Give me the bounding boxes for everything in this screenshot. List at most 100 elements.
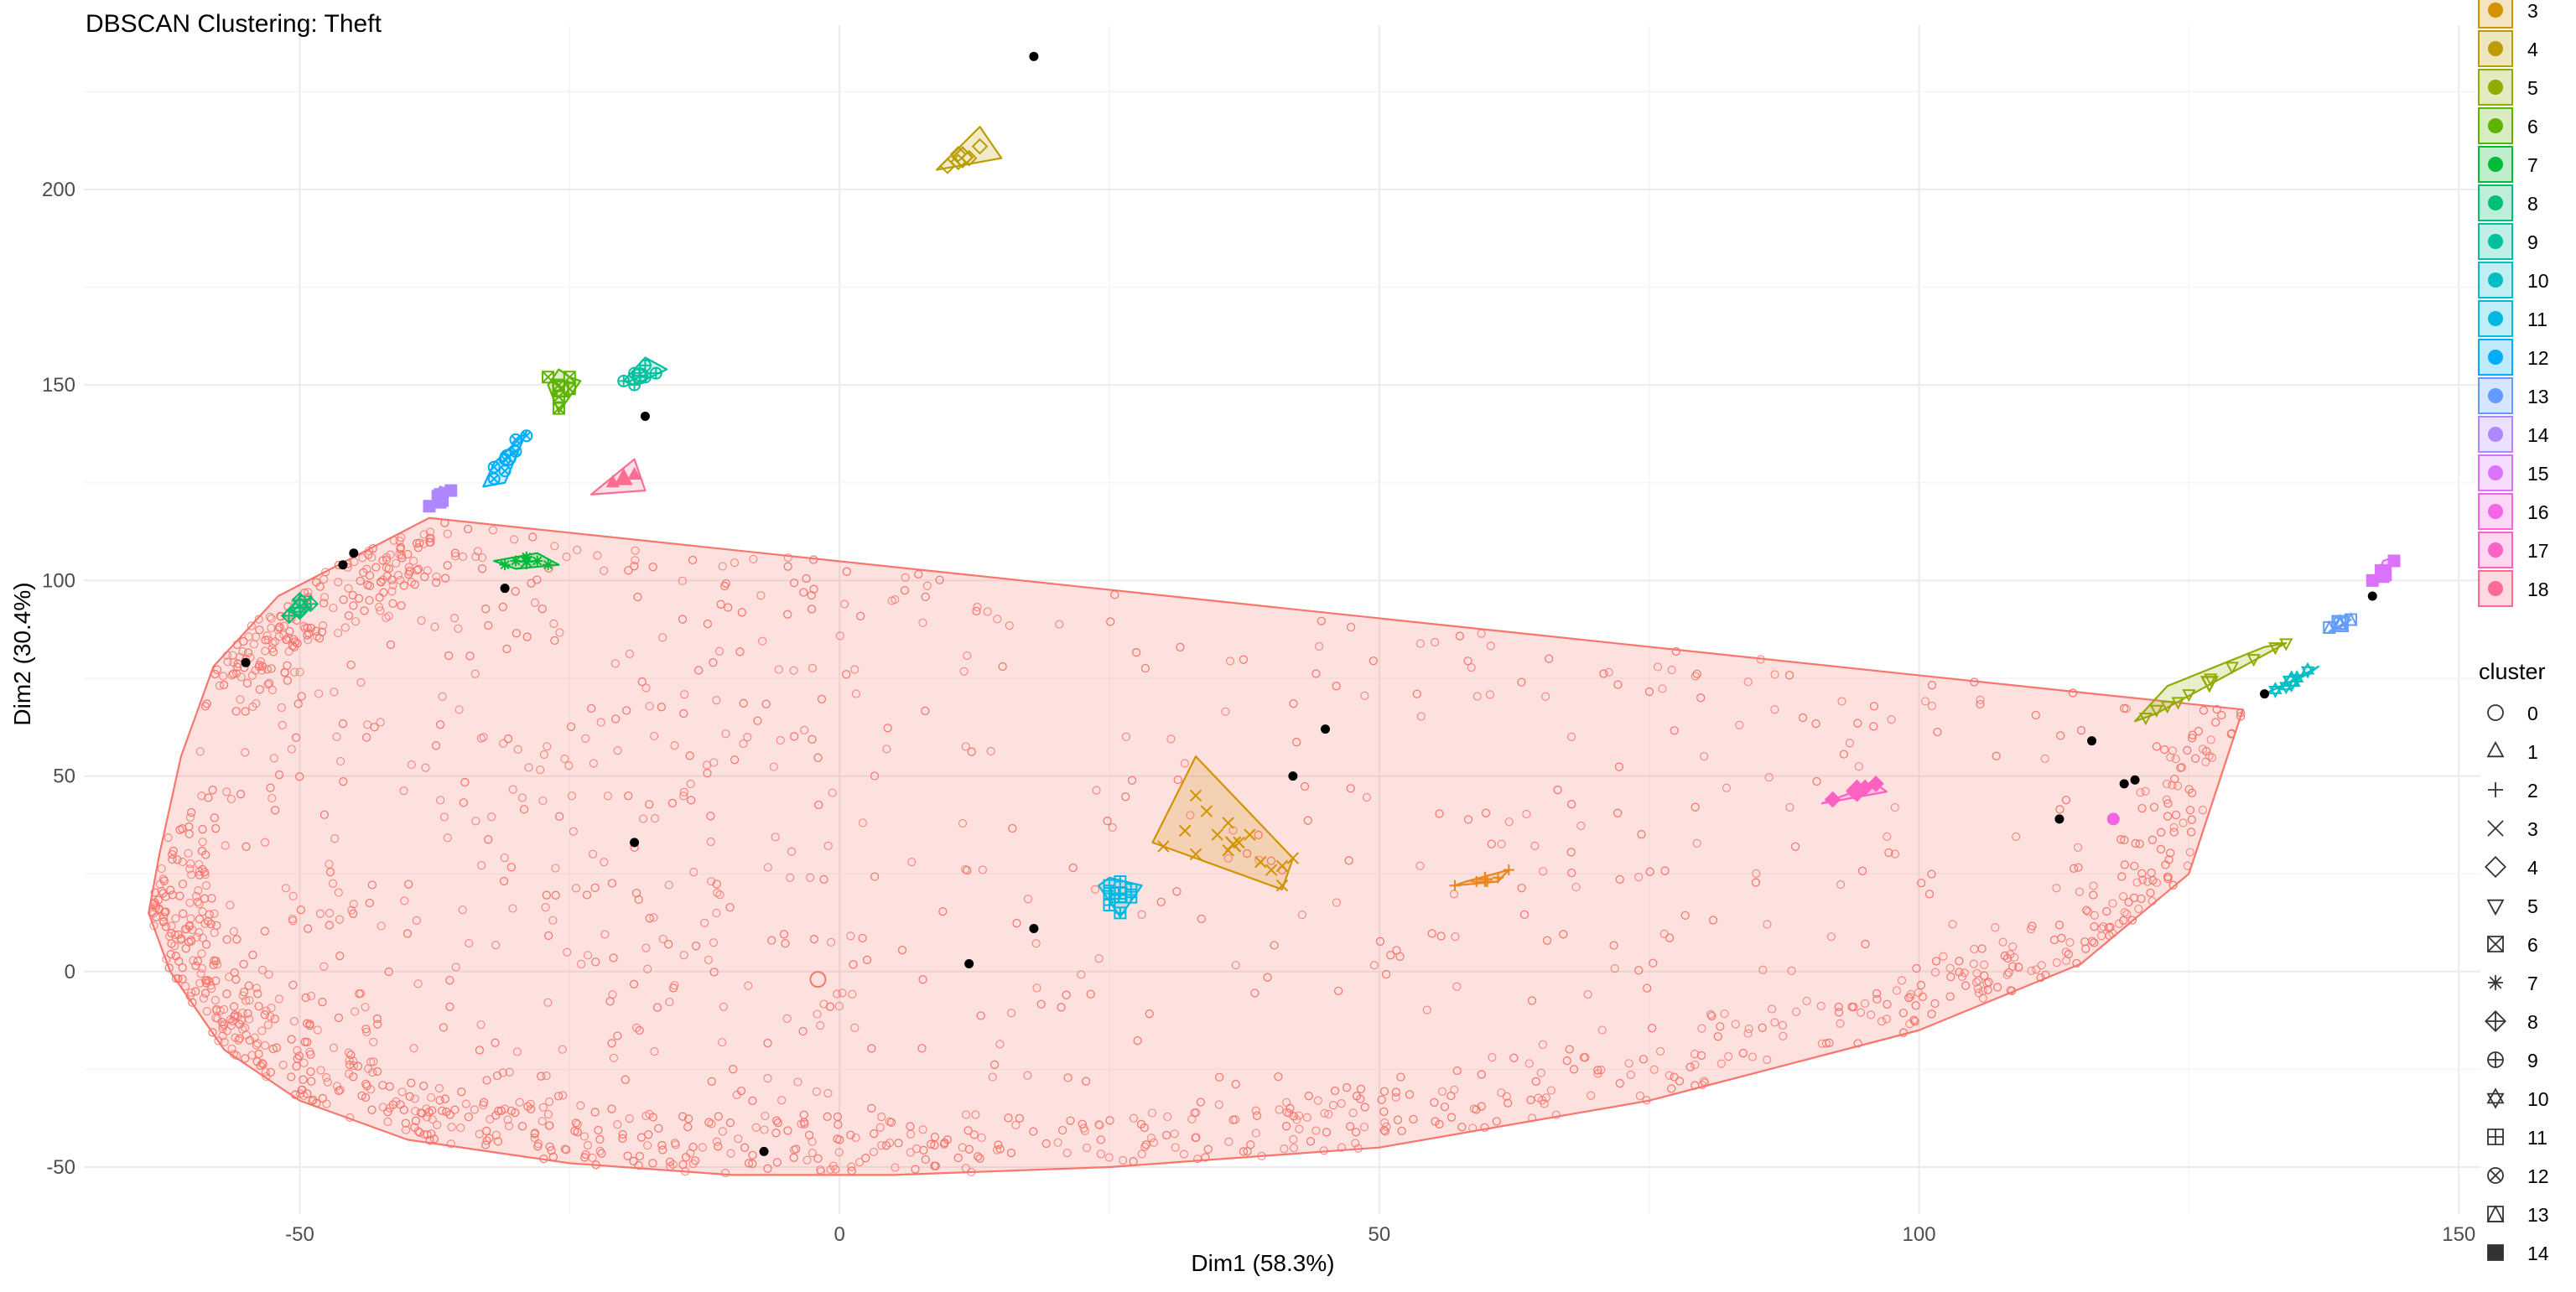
cluster-1-point: [473, 547, 482, 556]
cluster-7-point: [499, 559, 511, 571]
cluster-1-point: [1214, 1100, 1223, 1109]
cluster-1-point: [210, 813, 219, 822]
cluster-1-point: [867, 1103, 876, 1113]
cluster-1-point: [740, 1143, 750, 1152]
cluster-1-point: [248, 950, 257, 960]
cluster-1-point: [1320, 1108, 1329, 1118]
cluster-1-point: [687, 796, 696, 805]
cluster-1-point: [1911, 1001, 1920, 1010]
cluster-1-point: [1066, 1116, 1075, 1125]
cluster-1-point: [1566, 848, 1576, 857]
cluster-1-point: [2055, 805, 2064, 814]
cluster-1-point: [823, 841, 833, 850]
cluster-1-point: [263, 680, 273, 689]
cluster-1-point: [533, 1142, 543, 1151]
cluster-1-point: [373, 1066, 382, 1077]
cluster-1-point: [1559, 930, 1568, 939]
cluster-1-point: [2236, 708, 2246, 718]
fill-legend-label: 16: [2527, 501, 2549, 523]
cluster-12-point: [509, 433, 522, 446]
cluster-1-point: [257, 1026, 267, 1035]
cluster-1-point: [974, 1152, 983, 1161]
cluster-1-point: [1660, 866, 1670, 875]
cluster-1-point: [1170, 1129, 1179, 1139]
cluster-1-point: [2148, 835, 2158, 844]
cluster-1-point: [397, 1087, 407, 1097]
cluster-1-point: [187, 870, 196, 879]
cluster-1-point: [211, 976, 221, 985]
cluster-1-point: [267, 614, 276, 623]
cluster-1-point: [1313, 1096, 1322, 1105]
cluster-1-point: [465, 651, 475, 661]
cluster-1-point: [1854, 762, 1863, 771]
cluster-1-point: [1930, 968, 1940, 977]
cluster-1-point: [2089, 881, 2098, 890]
cluster-1-point: [611, 714, 621, 724]
cluster-1-point: [1147, 1108, 1157, 1118]
cluster-1-point: [162, 954, 171, 964]
cluster-1-point: [283, 661, 292, 670]
cluster-1-point: [212, 921, 221, 930]
cluster-1-point: [1898, 1028, 1909, 1037]
cluster-1-point: [681, 1153, 691, 1162]
cluster-1-point: [410, 1094, 419, 1103]
cluster-1-point: [307, 1077, 316, 1086]
cluster-1-point: [413, 543, 423, 553]
cluster-1-point: [1082, 1077, 1091, 1086]
cluster-1-point: [1156, 897, 1166, 906]
cluster-1-point: [415, 1128, 424, 1137]
cluster-1-point: [2075, 887, 2085, 896]
cluster-1-point: [1127, 776, 1137, 785]
cluster-1-point: [2226, 729, 2236, 739]
cluster-1-point: [512, 1047, 522, 1056]
cluster-1-point: [1856, 1008, 1866, 1017]
cluster-1-point: [603, 791, 613, 801]
cluster-1-point: [2166, 848, 2175, 858]
cluster-1-point: [297, 692, 306, 701]
cluster-1-point: [231, 1033, 240, 1042]
cluster-1-point: [983, 607, 992, 616]
cluster-1-point: [334, 1013, 343, 1023]
cluster-1-point: [1096, 1135, 1105, 1144]
cluster-1-point: [1530, 841, 1540, 850]
cluster-1-point: [635, 1151, 645, 1161]
cluster-1-point: [1166, 734, 1176, 744]
cluster-1-point: [763, 1164, 772, 1173]
cluster-1-point: [1121, 732, 1131, 741]
cluster-1-point: [353, 1061, 363, 1071]
cluster-10-centroid: [2282, 670, 2301, 693]
cluster-1-point: [1643, 983, 1652, 993]
cluster-1-point: [588, 849, 598, 859]
cluster-1-point: [2007, 986, 2017, 995]
cluster-12-point: [520, 429, 533, 443]
fill-legend-dot: [2488, 465, 2503, 480]
cluster-1-point: [263, 1020, 273, 1030]
cluster-1-point: [334, 1086, 344, 1096]
cluster-1-point: [986, 746, 995, 756]
cluster-1-point: [1642, 1096, 1651, 1105]
cluster-1-point: [1094, 954, 1104, 963]
cluster-1-point: [1634, 966, 1644, 975]
cluster-1-point: [200, 894, 210, 903]
cluster-1-point: [330, 834, 340, 843]
cluster-1-point: [279, 621, 288, 630]
cluster-1-point: [362, 1027, 371, 1036]
cluster-1-point: [262, 1006, 271, 1015]
cluster-1-point: [930, 1161, 939, 1170]
cluster-1-point: [445, 976, 454, 985]
cluster-1-point: [743, 733, 752, 742]
cluster-1-point: [2120, 908, 2129, 917]
cluster-1-point: [417, 616, 426, 625]
cluster-1-point: [1587, 1091, 1596, 1100]
cluster-1-point: [694, 666, 704, 675]
cluster-1-point: [434, 1083, 444, 1093]
cluster-1-point: [1706, 1009, 1716, 1019]
cluster-1-point: [2137, 869, 2147, 878]
cluster-1-point: [208, 786, 217, 795]
cluster-1-point: [725, 903, 735, 912]
cluster-1-point: [195, 915, 205, 924]
cluster-1-point: [432, 572, 441, 581]
cluster-1-point: [179, 909, 188, 918]
cluster-1-point: [1709, 916, 1718, 925]
fill-legend-label: 7: [2527, 154, 2538, 176]
